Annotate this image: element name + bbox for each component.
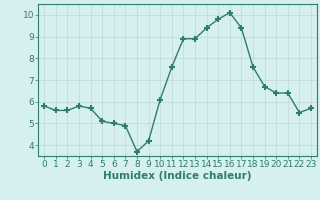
- X-axis label: Humidex (Indice chaleur): Humidex (Indice chaleur): [103, 171, 252, 181]
